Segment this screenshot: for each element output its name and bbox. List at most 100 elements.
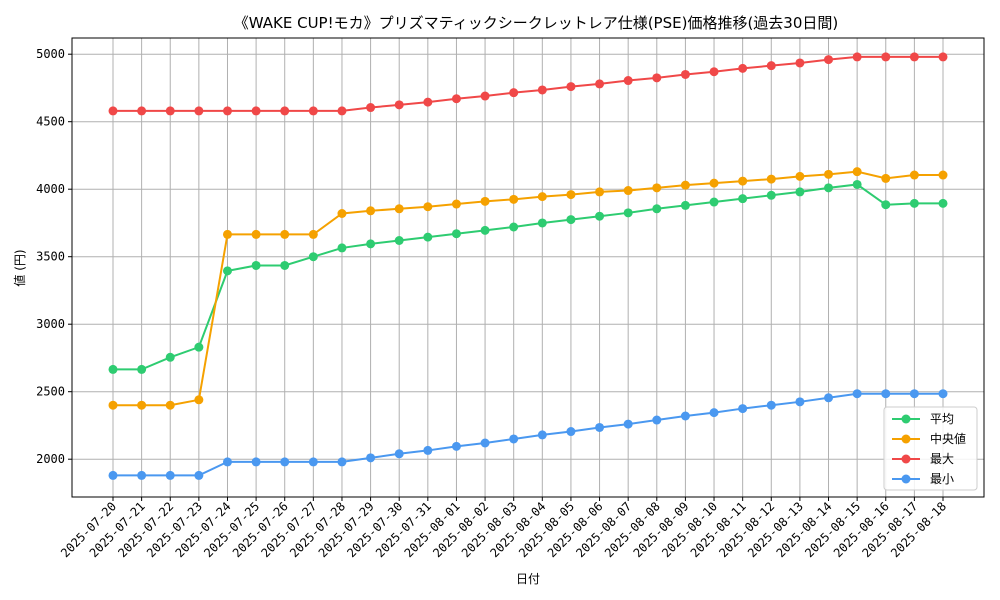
y-tick-label: 3000 [36, 317, 65, 331]
data-point [738, 404, 748, 414]
data-point [709, 197, 719, 207]
legend-label: 最小 [930, 472, 954, 486]
data-point [509, 434, 519, 444]
plot-area [71, 37, 985, 498]
data-point [308, 229, 318, 239]
y-axis-label: 値 (円) [12, 249, 27, 286]
legend-label: 平均 [930, 412, 954, 426]
legend-item: 最大 [892, 452, 954, 466]
data-point [680, 200, 690, 210]
data-point [537, 430, 547, 440]
data-point [423, 97, 433, 107]
data-point [680, 411, 690, 421]
data-point [623, 419, 633, 429]
data-point [738, 194, 748, 204]
data-point [337, 243, 347, 253]
data-point [509, 222, 519, 232]
data-point [824, 393, 834, 403]
data-point [394, 449, 404, 459]
data-point [909, 389, 919, 399]
data-point [423, 202, 433, 212]
data-point [423, 445, 433, 455]
data-point [623, 186, 633, 196]
data-point [451, 199, 461, 209]
data-point [480, 91, 490, 101]
data-point [938, 198, 948, 208]
data-point [222, 266, 232, 276]
data-point [938, 52, 948, 62]
legend-marker [901, 454, 911, 464]
chart-title: 《WAKE CUP!モカ》プリズマティックシークレットレア仕様(PSE)価格推移… [234, 14, 839, 32]
data-point [766, 174, 776, 184]
data-point [795, 187, 805, 197]
grid [72, 38, 984, 497]
data-point [194, 106, 204, 116]
data-point [509, 194, 519, 204]
data-point [280, 229, 290, 239]
data-point [623, 76, 633, 86]
legend-marker [901, 434, 911, 444]
legend-marker [901, 414, 911, 424]
data-point [652, 204, 662, 214]
data-point [137, 106, 147, 116]
data-point [251, 106, 261, 116]
data-point [709, 408, 719, 418]
data-point [165, 400, 175, 410]
data-point [595, 187, 605, 197]
y-axis: 2000 2500 3000 3500 4000 4500 5000 [36, 47, 72, 466]
data-point [881, 200, 891, 210]
data-point [280, 260, 290, 270]
x-axis-label: 日付 [516, 572, 540, 586]
data-point [108, 106, 118, 116]
y-tick-label: 4000 [36, 182, 65, 196]
data-point [537, 218, 547, 228]
data-point [337, 209, 347, 218]
data-point [852, 52, 862, 62]
data-point [366, 239, 376, 249]
data-point [709, 67, 719, 77]
data-point [366, 453, 376, 463]
data-point [251, 457, 261, 467]
data-point [766, 400, 776, 410]
legend-box [883, 406, 978, 491]
series-line [113, 55, 943, 112]
data-point [251, 229, 261, 239]
data-point [938, 389, 948, 399]
data-point [738, 63, 748, 73]
y-tick-label: 5000 [36, 47, 65, 61]
data-point [165, 470, 175, 480]
data-point [366, 206, 376, 216]
data-point [108, 470, 118, 480]
series-1 [108, 167, 948, 410]
data-point [709, 178, 719, 188]
legend-label: 最大 [930, 452, 954, 466]
data-point [480, 196, 490, 206]
data-point [852, 389, 862, 399]
data-point [337, 106, 347, 116]
legend-item: 最小 [892, 472, 954, 486]
y-tick-label: 2000 [36, 452, 65, 466]
data-point [251, 260, 261, 270]
y-tick-label: 3500 [36, 250, 65, 264]
data-point [137, 400, 147, 410]
data-point [480, 438, 490, 448]
data-point [480, 225, 490, 235]
data-point [137, 364, 147, 374]
data-point [595, 211, 605, 221]
series-2 [108, 52, 948, 116]
data-point [451, 229, 461, 239]
data-point [222, 457, 232, 467]
data-point [394, 236, 404, 245]
data-point [308, 457, 318, 467]
data-point [194, 342, 204, 352]
data-point [795, 397, 805, 407]
data-point [881, 52, 891, 62]
data-point [881, 389, 891, 399]
data-point [824, 55, 834, 65]
data-point [165, 106, 175, 116]
data-point [337, 457, 347, 467]
data-point [280, 106, 290, 116]
legend-label: 中央値 [930, 431, 966, 446]
data-point [394, 204, 404, 214]
series-layer [108, 52, 948, 480]
